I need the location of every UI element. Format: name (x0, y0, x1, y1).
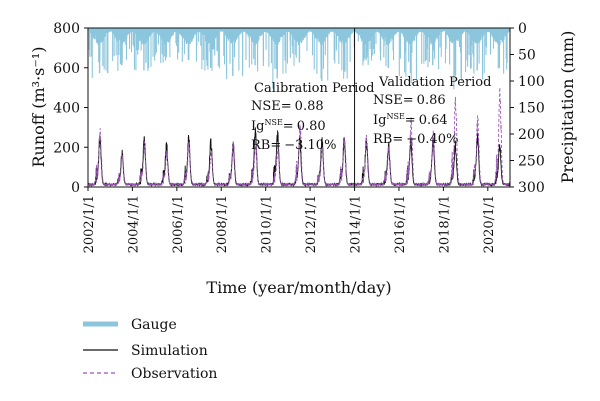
y-left-tick-label: 200 (53, 140, 80, 156)
y-right-tick-label: 150 (518, 101, 545, 117)
y-left-tick-label: 400 (53, 101, 80, 117)
val-rb: RB= −0.40% (373, 132, 458, 147)
gauge-bars (87, 28, 511, 90)
calibration-metrics: NSE= 0.88 IgNSE= 0.80 RB= −3.10% (251, 99, 336, 153)
y-left-tick-label: 600 (53, 61, 80, 77)
y-axis-right-label: Precipitation (mm) (558, 31, 577, 184)
y-right-tick-label: 300 (518, 180, 545, 196)
legend-label-simulation: Simulation (131, 343, 208, 359)
x-tick-label: 2004/1/1 (126, 195, 141, 253)
axes: 2002/1/1 2004/1/1 2006/1/1 2008/1/1 2010/1/1… (53, 21, 544, 253)
y-left-tick-label: 800 (53, 21, 80, 37)
y-right-tick-label: 0 (518, 21, 527, 37)
legend: Gauge Simulation Observation (83, 317, 217, 382)
observation-line (87, 87, 511, 188)
x-tick-label: 2010/1/1 (260, 195, 275, 253)
calibration-label: Calibration Period (254, 81, 374, 96)
x-tick-label: 2002/1/1 (82, 195, 97, 253)
y-right-tick-label: 200 (518, 127, 545, 143)
x-tick-label: 2020/1/1 (482, 195, 497, 253)
x-tick-label: 2016/1/1 (393, 195, 408, 253)
x-tick-label: 2006/1/1 (171, 195, 186, 253)
y-axis-left-label: Runoff (m³·s⁻¹) (29, 47, 48, 168)
x-tick-label: 2008/1/1 (215, 195, 230, 253)
x-axis-label: Time (year/month/day) (206, 278, 391, 297)
cal-nse: NSE= 0.88 (251, 99, 324, 114)
cal-ig: IgNSE= 0.80 (251, 118, 326, 134)
legend-label-gauge: Gauge (131, 317, 177, 333)
y-left-tick-label: 0 (71, 180, 80, 196)
val-ig: IgNSE= 0.64 (373, 112, 448, 128)
y-right-tick-label: 100 (518, 74, 545, 90)
cal-rb: RB= −3.10% (251, 138, 336, 153)
y-right-tick-label: 50 (518, 48, 536, 64)
validation-label: Validation Period (378, 75, 491, 90)
x-tick-label: 2014/1/1 (349, 195, 364, 253)
val-nse: NSE= 0.86 (373, 93, 446, 108)
x-tick-label: 2012/1/1 (304, 195, 319, 253)
legend-label-observation: Observation (131, 366, 217, 382)
observation-series (87, 87, 511, 188)
x-tick-label: 2018/1/1 (437, 195, 452, 253)
validation-metrics: NSE= 0.86 IgNSE= 0.64 RB= −0.40% (373, 93, 458, 147)
y-right-tick-label: 250 (518, 154, 545, 170)
